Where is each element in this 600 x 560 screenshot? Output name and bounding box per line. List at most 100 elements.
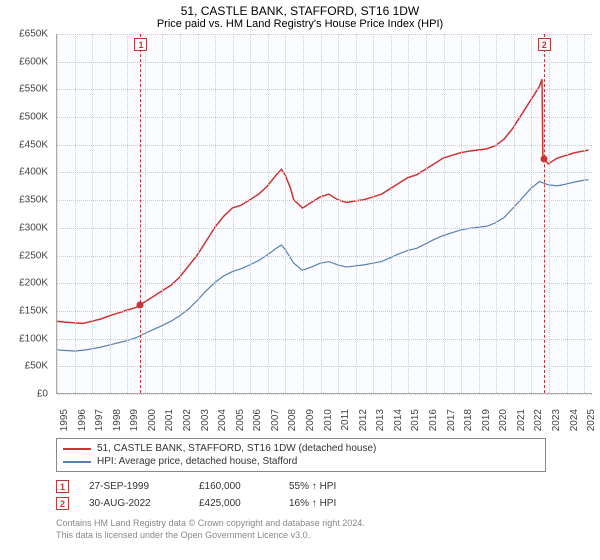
- gridline-v: [338, 34, 339, 393]
- sale-marker-dot: [540, 155, 547, 162]
- x-tick-label: 2024: [569, 409, 580, 431]
- x-tick-label: 1999: [129, 409, 140, 431]
- legend: 51, CASTLE BANK, STAFFORD, ST16 1DW (det…: [56, 438, 546, 472]
- legend-item: 51, CASTLE BANK, STAFFORD, ST16 1DW (det…: [63, 442, 539, 455]
- x-tick-label: 2002: [182, 409, 193, 431]
- legend-label: HPI: Average price, detached house, Staf…: [97, 456, 297, 467]
- footer-line-2: This data is licensed under the Open Gov…: [56, 530, 592, 542]
- x-tick-label: 2005: [235, 409, 246, 431]
- y-tick-label: £0: [37, 389, 48, 400]
- gridline-v: [321, 34, 322, 393]
- y-tick-label: £550K: [19, 84, 48, 95]
- gridline-h: [57, 34, 592, 35]
- x-tick-label: 2013: [375, 409, 386, 431]
- gridline-h: [57, 311, 592, 312]
- x-tick-label: 2015: [410, 409, 421, 431]
- gridline-h: [57, 283, 592, 284]
- x-tick-label: 2014: [393, 409, 404, 431]
- series-line-property: [57, 79, 589, 323]
- sale-marker-box: 1: [134, 38, 147, 51]
- chart-title: 51, CASTLE BANK, STAFFORD, ST16 1DW: [8, 4, 592, 18]
- gridline-h: [57, 117, 592, 118]
- legend-item: HPI: Average price, detached house, Staf…: [63, 455, 539, 468]
- gridline-v: [162, 34, 163, 393]
- gridline-h: [57, 145, 592, 146]
- y-tick-label: £50K: [25, 361, 48, 372]
- gridline-v: [408, 34, 409, 393]
- gridline-h: [57, 228, 592, 229]
- y-tick-label: £100K: [19, 333, 48, 344]
- gridline-v: [549, 34, 550, 393]
- gridline-v: [567, 34, 568, 393]
- gridline-v: [92, 34, 93, 393]
- gridline-h: [57, 172, 592, 173]
- gridline-v: [303, 34, 304, 393]
- gridline-v: [110, 34, 111, 393]
- gridline-v: [180, 34, 181, 393]
- sale-row-marker: 2: [56, 497, 69, 510]
- gridline-v: [391, 34, 392, 393]
- gridline-h: [57, 339, 592, 340]
- sale-marker-line: [544, 34, 545, 393]
- y-tick-label: £650K: [19, 29, 48, 40]
- plot-region: 12: [56, 34, 592, 394]
- y-tick-label: £250K: [19, 250, 48, 261]
- gridline-h: [57, 200, 592, 201]
- chart-area: £0£50K£100K£150K£200K£250K£300K£350K£400…: [8, 34, 592, 434]
- gridline-v: [584, 34, 585, 393]
- gridline-v: [444, 34, 445, 393]
- y-tick-label: £150K: [19, 305, 48, 316]
- y-tick-label: £200K: [19, 278, 48, 289]
- chart-container: 51, CASTLE BANK, STAFFORD, ST16 1DW Pric…: [0, 0, 600, 560]
- x-tick-label: 2003: [200, 409, 211, 431]
- gridline-h: [57, 62, 592, 63]
- sale-row-pct: 55% ↑ HPI: [289, 481, 379, 492]
- gridline-v: [57, 34, 58, 393]
- sale-row: 127-SEP-1999£160,00055% ↑ HPI: [56, 478, 592, 495]
- sale-row-date: 30-AUG-2022: [89, 498, 179, 509]
- sale-marker-box: 2: [538, 38, 551, 51]
- x-tick-label: 2021: [516, 409, 527, 431]
- y-tick-label: £450K: [19, 139, 48, 150]
- x-tick-label: 2010: [323, 409, 334, 431]
- gridline-v: [373, 34, 374, 393]
- y-tick-label: £500K: [19, 112, 48, 123]
- x-tick-label: 2011: [340, 409, 351, 431]
- x-tick-label: 1998: [112, 409, 123, 431]
- sales-table: 127-SEP-1999£160,00055% ↑ HPI230-AUG-202…: [56, 478, 592, 512]
- gridline-v: [250, 34, 251, 393]
- x-tick-label: 2022: [533, 409, 544, 431]
- sale-row: 230-AUG-2022£425,00016% ↑ HPI: [56, 495, 592, 512]
- x-tick-label: 2025: [586, 409, 597, 431]
- series-line-hpi: [57, 180, 589, 351]
- gridline-v: [461, 34, 462, 393]
- sale-marker-line: [140, 34, 141, 393]
- gridline-v: [426, 34, 427, 393]
- x-tick-label: 2008: [287, 409, 298, 431]
- x-tick-label: 2017: [446, 409, 457, 431]
- x-tick-label: 2006: [252, 409, 263, 431]
- gridline-h: [57, 394, 592, 395]
- gridline-v: [198, 34, 199, 393]
- y-tick-label: £400K: [19, 167, 48, 178]
- x-tick-label: 2019: [481, 409, 492, 431]
- x-tick-label: 1995: [59, 409, 70, 431]
- gridline-v: [479, 34, 480, 393]
- y-tick-label: £300K: [19, 222, 48, 233]
- gridline-v: [531, 34, 532, 393]
- x-tick-label: 2016: [428, 409, 439, 431]
- x-tick-label: 2009: [305, 409, 316, 431]
- sale-row-marker: 1: [56, 480, 69, 493]
- x-tick-label: 2004: [217, 409, 228, 431]
- legend-swatch: [63, 461, 91, 463]
- gridline-v: [215, 34, 216, 393]
- gridline-v: [127, 34, 128, 393]
- x-tick-label: 1996: [77, 409, 88, 431]
- gridline-v: [233, 34, 234, 393]
- x-tick-label: 2000: [147, 409, 158, 431]
- sale-row-price: £160,000: [199, 481, 269, 492]
- gridline-v: [356, 34, 357, 393]
- x-tick-label: 2007: [270, 409, 281, 431]
- sale-marker-dot: [137, 302, 144, 309]
- x-tick-label: 2012: [358, 409, 369, 431]
